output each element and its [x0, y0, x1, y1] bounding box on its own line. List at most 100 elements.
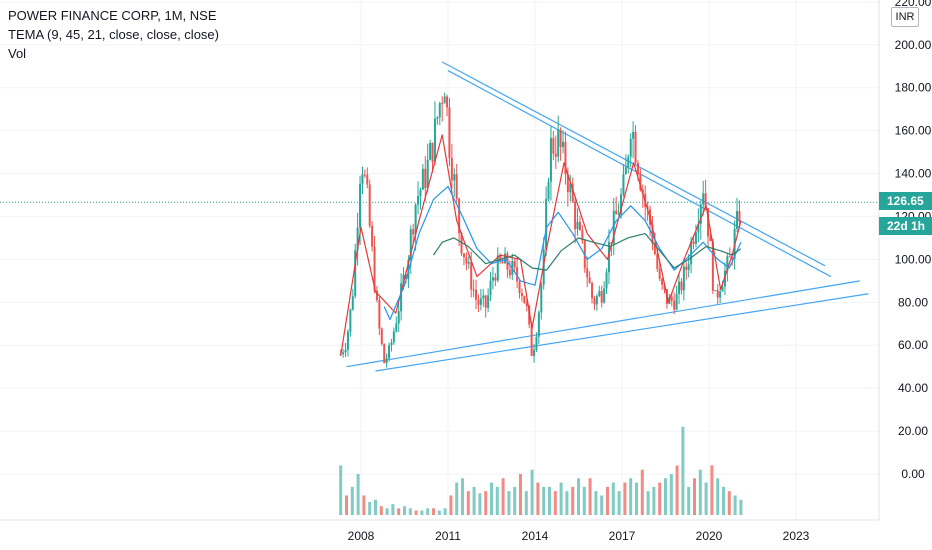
candle-body: [436, 117, 439, 119]
volume-bar: [356, 474, 360, 515]
volume-bar: [414, 510, 418, 515]
candle-body: [574, 201, 577, 230]
candle-body: [595, 296, 598, 305]
candle-body: [699, 204, 702, 224]
candlesticks: [339, 92, 741, 368]
candle-body: [600, 291, 603, 303]
chart-legend: POWER FINANCE CORP, 1M, NSE TEMA (9, 45,…: [8, 6, 219, 63]
volume-bar: [675, 465, 679, 515]
volume-bar: [652, 486, 656, 515]
tema-line: [383, 185, 742, 321]
candle-body: [458, 198, 461, 234]
symbol-title[interactable]: POWER FINANCE CORP, 1M, NSE: [8, 8, 217, 23]
candle-body: [489, 280, 492, 296]
volume-bar: [466, 491, 470, 515]
candle-body: [615, 210, 618, 215]
candle-body: [475, 289, 478, 300]
volume-bar: [635, 482, 638, 515]
currency-label[interactable]: INR: [891, 7, 919, 27]
candle-body: [537, 312, 540, 337]
candle-body: [431, 142, 434, 162]
volume-bar: [345, 495, 348, 515]
candle-body: [402, 274, 405, 284]
candle-body: [349, 309, 352, 332]
volume-bar: [646, 491, 650, 515]
candle-body: [470, 262, 473, 290]
volume-indicator-label[interactable]: Vol: [8, 46, 27, 61]
volume-bar: [484, 491, 488, 515]
candle-body: [359, 183, 362, 228]
candle-body: [578, 221, 581, 230]
candle-body: [344, 349, 347, 353]
candle-body: [670, 297, 673, 301]
tema-indicator-label[interactable]: TEMA (9, 45, 21, close, close, close): [8, 27, 219, 42]
candle-body: [421, 168, 424, 190]
volume-bar: [600, 495, 604, 515]
volume-bar: [519, 474, 522, 515]
candle-body: [622, 174, 625, 195]
candle-body: [441, 103, 444, 105]
volume-bar: [391, 504, 395, 515]
candle-body: [530, 324, 533, 356]
volume-bar: [594, 491, 598, 515]
tema-line: [340, 134, 742, 357]
candle-body: [368, 184, 371, 226]
volume-bar: [513, 486, 517, 515]
candle-body: [723, 270, 726, 287]
price-tick-label: 40.00: [898, 381, 928, 395]
trendlines[interactable]: [346, 61, 869, 372]
candle-body: [371, 225, 374, 247]
candle-body: [702, 193, 705, 205]
candle-body: [516, 267, 519, 282]
candle-body: [562, 141, 565, 147]
candle-body: [520, 292, 523, 297]
time-tick-label: 2017: [609, 529, 636, 543]
candle-body: [559, 129, 562, 147]
volume-bar: [548, 486, 551, 515]
candle-body: [682, 266, 685, 291]
candle-body: [450, 157, 453, 181]
volume-bar: [611, 482, 615, 515]
candle-body: [508, 269, 511, 276]
candle-body: [571, 183, 574, 202]
candle-body: [711, 240, 714, 291]
volume-bar: [693, 478, 696, 515]
time-axis[interactable]: 2008 2011 2014 2017 2020 2023: [348, 529, 810, 543]
tema-lines: [340, 134, 742, 357]
price-axis[interactable]: 220.00200.00180.00160.00140.00120.00100.…: [895, 0, 932, 481]
time-tick-label: 2011: [435, 529, 461, 543]
volume-bar: [704, 482, 708, 515]
candle-body: [547, 181, 550, 199]
volume-bar: [385, 508, 389, 515]
candle-body: [569, 183, 572, 193]
candle-body: [443, 96, 446, 104]
volume-bar: [461, 478, 464, 515]
candle-body: [675, 294, 678, 310]
candle-body: [366, 174, 369, 185]
time-tick-label: 2008: [348, 529, 375, 543]
candle-body: [513, 261, 516, 268]
candle-body: [395, 323, 398, 332]
volume-bar: [698, 469, 702, 515]
candle-body: [636, 162, 639, 175]
candle-body: [465, 257, 468, 264]
volume-bar: [664, 478, 667, 515]
candle-body: [417, 196, 420, 205]
candle-body: [719, 291, 722, 298]
candle-body: [588, 277, 591, 284]
volume-bar: [681, 426, 685, 515]
candle-body: [342, 352, 345, 354]
candle-body: [620, 194, 623, 214]
candle-body: [690, 241, 693, 265]
candle-body: [661, 278, 664, 285]
candle-body: [400, 283, 403, 312]
candle-body: [479, 298, 482, 305]
candle-body: [496, 255, 499, 281]
volume-bar: [339, 465, 343, 515]
candle-body: [397, 311, 400, 324]
candle-body: [462, 253, 465, 258]
candle-body: [424, 168, 427, 189]
candle-body: [581, 229, 584, 241]
candle-body: [446, 96, 449, 108]
